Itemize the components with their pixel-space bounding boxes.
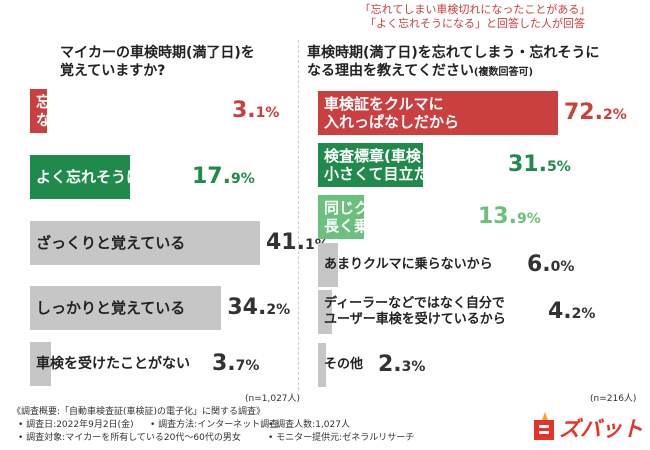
bar-value-1: 72.2% xyxy=(564,100,627,125)
survey-date: • 調査日:2022年9月2日(金) xyxy=(18,420,134,430)
bar-value-3: 13.9% xyxy=(478,204,541,229)
bar-label-2: 検査標章(車検シール)が 小さくて目立たないから xyxy=(324,147,489,183)
bar-2 xyxy=(318,143,423,187)
survey-overview-title: 《調査概要:「自動車検査証(車検証)の電子化」に関する調査》 xyxy=(12,407,266,417)
bar-label-line: その他 xyxy=(324,357,364,372)
bar-label-line: しっかりと覚えている xyxy=(36,299,186,317)
left-bar-chart: 忘れてしまい車検切れに なったことがある 3.1% よく忘れそうになる 17.9% ざっく… xyxy=(0,0,329,400)
bar-value-2: 31.5% xyxy=(508,152,571,177)
left-title-line1: マイカーの車検時期(満了日)を xyxy=(60,45,255,61)
bar-label-4: あまりクルマに乗らないから xyxy=(324,257,493,273)
right-chart-title: 車検時期(満了日)を忘れてしまう・忘れそうに なる理由を教えてください(複数回答… xyxy=(307,44,599,82)
bar-1 xyxy=(30,89,48,133)
right-sample-size: (n=216人) xyxy=(590,394,637,404)
logo-mark-icon xyxy=(534,412,554,440)
bar-label-line: 検査標章(車検シール)が xyxy=(324,147,488,165)
left-chart-title: マイカーの車検時期(満了日)を 覚えていますか? xyxy=(60,44,255,80)
bar-label-4: しっかりと覚えている xyxy=(36,299,185,317)
chart-divider xyxy=(298,40,300,390)
zubat-logo: ズバット xyxy=(532,410,644,444)
right-title-suffix: (複数回答可) xyxy=(473,67,534,78)
bar-label-5: ディーラーなどではなく自分で ユーザー車検を受けているから xyxy=(324,296,506,328)
bar-label-1: 車検証をクルマに 入れっぱなしだから xyxy=(324,95,459,131)
bar-value-4: 34.2% xyxy=(227,295,291,320)
bar-label-1: 忘れてしまい車検切れに なったことがある xyxy=(36,93,201,129)
left-title-line2: 覚えていますか? xyxy=(60,63,166,79)
bar-label-line: 小さくて目立たないから xyxy=(324,165,489,183)
bar-label-line: 車検を受けたことがない xyxy=(36,355,190,372)
right-subtitle-line2: 「よく忘れそうになる」と回答した人が回答 xyxy=(365,17,585,30)
bar-label-line: よく忘れそうになる xyxy=(36,168,172,186)
bar-5 xyxy=(30,342,51,386)
right-subtitle: 「忘れてしまい車検切れになったことがある」 「よく忘れそうになる」と回答した人が… xyxy=(300,3,650,31)
bar-label-5: 車検を受けたことがない xyxy=(36,356,190,373)
right-title-line1: 車検時期(満了日)を忘れてしまう・忘れそうに xyxy=(307,45,600,61)
bar-label-line: ざっくりと覚えている xyxy=(36,234,186,252)
bar-5 xyxy=(318,290,332,334)
bar-6 xyxy=(318,343,326,387)
bar-label-line: 同じクルマに xyxy=(324,199,414,217)
bar-value-5: 3.7% xyxy=(212,351,260,376)
bar-label-line: なったことがある xyxy=(36,111,157,129)
logo-text: ズバット xyxy=(559,417,643,441)
bar-4 xyxy=(30,286,222,330)
bar-value-6: 2.3% xyxy=(378,352,426,377)
survey-method: • 調査方法:インターネット調査 xyxy=(150,420,279,430)
bar-label-3: 同じクルマに 長く乗っているから xyxy=(324,199,458,235)
bar-value-2: 17.9% xyxy=(192,164,255,189)
bar-label-line: 車検証をクルマに xyxy=(324,95,444,113)
right-subtitle-line1: 「忘れてしまい車検切れになったことがある」 xyxy=(359,3,591,16)
bar-3 xyxy=(30,221,260,265)
bar-label-line: 入れっぱなしだから xyxy=(324,113,460,131)
left-sample-size: (n=1,027人) xyxy=(245,394,301,404)
survey-target: • 調査対象:マイカーを所有している20代〜60代の男女 xyxy=(18,433,241,443)
survey-monitor: • モニター提供元:ゼネラルリサーチ xyxy=(268,433,415,443)
bar-3 xyxy=(318,195,365,239)
bar-4 xyxy=(318,243,338,287)
right-bar-chart: 車検証をクルマに 入れっぱなしだから 72.2% 検査標章(車検シール)が 小さくて目立… xyxy=(318,91,627,387)
bar-label-2: よく忘れそうになる xyxy=(36,168,171,186)
bar-1 xyxy=(318,91,558,135)
right-title-line2: なる理由を教えてください xyxy=(307,63,474,79)
bar-value-4: 6.0% xyxy=(527,252,575,277)
bar-2 xyxy=(30,155,131,199)
bar-label-line: 忘れてしまい車検切れに xyxy=(36,93,201,111)
bar-label-line: ユーザー車検を受けているから xyxy=(324,312,506,327)
bar-value-1: 3.1% xyxy=(232,98,280,123)
bar-value-5: 4.2% xyxy=(548,299,596,324)
bar-label-6: その他 xyxy=(324,357,363,373)
bar-label-3: ざっくりと覚えている xyxy=(36,234,185,252)
survey-count: • 調査人数:1,027人 xyxy=(268,420,350,430)
bar-label-line: 長く乗っているから xyxy=(324,217,459,235)
bar-label-line: あまりクルマに乗らないから xyxy=(324,257,493,272)
bar-label-line: ディーラーなどではなく自分で xyxy=(324,296,505,311)
